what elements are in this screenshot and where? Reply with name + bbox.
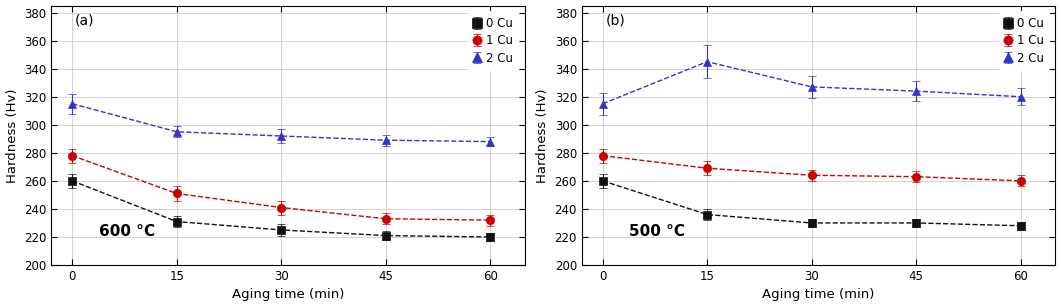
Y-axis label: Hardness (Hv): Hardness (Hv) xyxy=(536,88,549,183)
Legend: 0 Cu, 1 Cu, 2 Cu: 0 Cu, 1 Cu, 2 Cu xyxy=(468,11,519,71)
Text: (a): (a) xyxy=(75,13,94,27)
Text: (b): (b) xyxy=(606,13,625,27)
X-axis label: Aging time (min): Aging time (min) xyxy=(763,289,875,301)
Y-axis label: Hardness (Hv): Hardness (Hv) xyxy=(5,88,18,183)
Legend: 0 Cu, 1 Cu, 2 Cu: 0 Cu, 1 Cu, 2 Cu xyxy=(998,11,1049,71)
Text: 600 °C: 600 °C xyxy=(99,224,155,239)
Text: 500 °C: 500 °C xyxy=(629,224,685,239)
X-axis label: Aging time (min): Aging time (min) xyxy=(232,289,345,301)
